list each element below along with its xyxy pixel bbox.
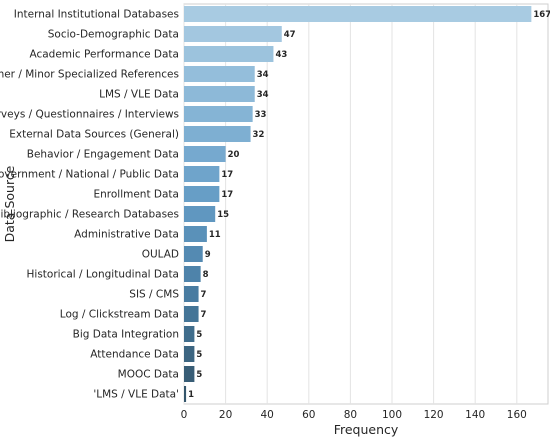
- category-label: Historical / Longitudinal Data: [27, 269, 180, 281]
- category-label: External Data Sources (General): [9, 129, 179, 141]
- value-label: 20: [228, 150, 240, 160]
- value-label: 7: [201, 310, 207, 320]
- bar: [184, 6, 532, 22]
- bar: [184, 166, 220, 182]
- x-tick-label: 80: [344, 409, 357, 421]
- bar: [184, 46, 274, 62]
- x-tick-label: 160: [507, 409, 527, 421]
- bar: [184, 126, 251, 142]
- category-label: LMS / VLE Data: [99, 89, 179, 101]
- category-label: Bibliographic / Research Databases: [0, 209, 179, 221]
- bar: [184, 306, 199, 322]
- bar: [184, 86, 255, 102]
- value-label: 8: [203, 270, 209, 280]
- bar: [184, 66, 255, 82]
- value-label: 1: [188, 390, 194, 400]
- plot-area: [183, 3, 549, 405]
- x-axis-title: Frequency: [334, 422, 399, 437]
- category-label: Enrollment Data: [93, 189, 179, 201]
- bar: [184, 326, 195, 342]
- category-label: Surveys / Questionnaires / Interviews: [0, 109, 179, 121]
- x-tick-label: 20: [219, 409, 232, 421]
- value-label: 34: [257, 70, 269, 80]
- bar: [184, 346, 195, 362]
- bar: [184, 106, 253, 122]
- value-label: 47: [284, 30, 296, 40]
- category-label: Big Data Integration: [73, 329, 179, 341]
- bar: [184, 286, 199, 302]
- category-label: Attendance Data: [90, 349, 179, 361]
- value-label: 15: [217, 210, 229, 220]
- value-label: 34: [257, 90, 269, 100]
- category-label: OULAD: [142, 249, 179, 261]
- x-tick-label: 0: [181, 409, 188, 421]
- category-label: Government / National / Public Data: [0, 169, 179, 181]
- category-label: Log / Clickstream Data: [60, 309, 179, 321]
- value-label: 5: [196, 370, 202, 380]
- bar: [184, 146, 226, 162]
- category-label: Other / Minor Specialized References: [0, 69, 179, 81]
- x-tick-label: 60: [302, 409, 315, 421]
- x-tick-label: 140: [465, 409, 485, 421]
- category-label: Behavior / Engagement Data: [27, 149, 179, 161]
- category-label: Academic Performance Data: [29, 49, 179, 61]
- value-label: 5: [196, 350, 202, 360]
- category-label: SIS / CMS: [129, 289, 179, 301]
- bar: [184, 206, 216, 222]
- category-labels: Internal Institutional Databases Socio-De…: [0, 9, 179, 401]
- category-label: Administrative Data: [74, 229, 179, 241]
- bars: [184, 6, 532, 402]
- value-label: 32: [253, 130, 265, 140]
- value-label: 9: [205, 250, 211, 260]
- category-label: 'LMS / VLE Data': [93, 389, 179, 401]
- category-label: Internal Institutional Databases: [14, 9, 179, 21]
- category-label: Socio-Demographic Data: [48, 29, 179, 41]
- value-label: 5: [196, 330, 202, 340]
- bar: [184, 246, 203, 262]
- x-tick-label: 100: [382, 409, 402, 421]
- x-tick-label: 120: [424, 409, 444, 421]
- value-label: 33: [255, 110, 267, 120]
- value-label: 43: [275, 50, 287, 60]
- x-tick-labels: 0 20 40 60 80 100 120 140 160: [181, 409, 527, 421]
- bar: [184, 186, 220, 202]
- value-label: 17: [221, 190, 233, 200]
- bar: [184, 386, 187, 402]
- value-label: 17: [221, 170, 233, 180]
- value-label: 11: [209, 230, 221, 240]
- value-label: 167: [533, 10, 550, 20]
- bar: [184, 226, 207, 242]
- value-label: 7: [201, 290, 207, 300]
- x-tick-label: 40: [261, 409, 274, 421]
- bar: [184, 26, 282, 42]
- bar: [184, 266, 201, 282]
- category-label: MOOC Data: [118, 369, 179, 381]
- bar: [184, 366, 195, 382]
- y-axis-title: Data Source: [2, 165, 17, 242]
